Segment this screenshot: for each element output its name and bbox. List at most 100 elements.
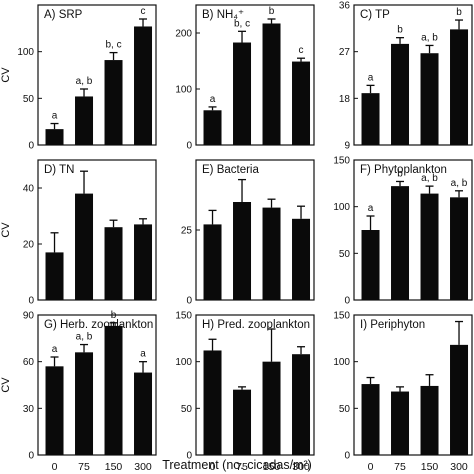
y-tick-label: 50 [23,94,35,105]
panel-frame [195,4,315,146]
bar [262,361,281,455]
panel-frame [37,314,157,456]
bar [104,227,123,300]
bar [134,26,153,145]
significance-label: a [140,349,146,360]
bar [75,96,94,145]
panel-title: G) Herb. zooplankton [44,319,153,331]
significance-label: a, b [421,32,438,43]
significance-label: a [52,111,58,122]
y-tick-label: 150 [175,311,192,322]
panel-title: A) SRP [44,9,83,21]
panel-title: E) Bacteria [202,164,259,176]
y-tick-label: 0 [28,451,34,462]
y-tick-label: 90 [23,311,35,322]
y-tick-label: 30 [23,404,35,415]
panel-title: D) TN [44,164,74,176]
panel-frame [37,4,157,146]
y-tick-label: 100 [333,357,350,368]
bar [233,389,252,455]
y-tick-label: 100 [17,47,34,58]
significance-label: a [368,203,374,214]
panel-9: I) Periphyton 0 50 100 150 0 75 150 300 [333,311,473,473]
bar [450,344,469,455]
y-tick-label: 100 [175,357,192,368]
panel-2: B) NH₄⁺ 0 100 200 a b, c b c [175,4,315,152]
panel-4: D) TN 0 20 40 CV [0,159,157,307]
panel-5: E) Bacteria 0 25 [181,159,315,307]
y-tick-label: 150 [333,156,350,167]
significance-label: b, c [105,40,121,51]
bar [75,352,94,455]
bar [391,186,410,300]
significance-label: b [397,168,403,179]
y-tick-label: 100 [333,202,350,213]
y-tick-label: 9 [344,141,350,152]
bar [233,202,252,300]
y-tick-label: 27 [339,47,351,58]
panel-frame [353,314,473,456]
bar [104,325,123,455]
y-tick-label: 150 [333,311,350,322]
x-tick-label: 300 [450,461,468,473]
y-tick-label: 0 [28,296,34,307]
x-tick-label: 75 [236,461,248,473]
y-axis-label: CV [0,67,12,83]
y-tick-label: 60 [23,357,35,368]
bar [420,385,439,455]
y-tick-label: 36 [339,1,351,12]
y-tick-label: 0 [28,141,34,152]
significance-label: b [456,7,462,18]
bar [262,23,281,146]
panel-frame [195,314,315,456]
x-tick-label: 0 [52,461,58,473]
bar [361,93,380,145]
y-tick-label: 0 [186,296,192,307]
bar [45,252,64,300]
x-tick-label: 0 [368,461,374,473]
y-tick-label: 200 [175,29,192,40]
x-axis-title: Treatment (no. cicadas/m²) [162,458,312,472]
bar [361,230,380,300]
y-tick-label: 0 [186,451,192,462]
x-tick-label: 150 [421,461,439,473]
bar [292,61,311,146]
significance-label: a, b [421,173,438,184]
significance-label: c [299,45,304,56]
panel-title: I) Periphyton [360,319,425,331]
bar [134,372,153,455]
bar [203,350,222,455]
x-tick-label: 75 [394,461,406,473]
bar [391,391,410,455]
x-tick-label: 150 [263,461,281,473]
y-tick-label: 0 [344,451,350,462]
bar [450,29,469,146]
significance-label: b [397,25,403,36]
y-tick-label: 20 [23,240,35,251]
y-tick-label: 100 [175,85,192,96]
x-tick-label: 150 [105,461,123,473]
bar [104,60,123,145]
panel-frame [37,159,157,301]
bar [203,110,222,145]
x-tick-label: 0 [210,461,216,473]
bar [45,129,64,145]
bar [361,384,380,455]
panel-1: A) SRP 0 50 100 a a, b b, c c CV [0,4,157,152]
significance-label: a, b [76,332,93,343]
bar [420,193,439,300]
panel-8: H) Pred. zooplankton 0 50 100 150 0 75 150 300 [175,311,315,473]
bar [292,218,311,300]
bar [233,42,252,145]
bar [420,53,439,145]
bar [391,43,410,146]
bar [450,197,469,300]
y-tick-label: 18 [339,94,351,105]
panel-title: F) Phytoplankton [360,164,447,176]
bar [292,354,311,455]
significance-label: a, b [76,76,93,87]
y-tick-label: 40 [23,184,35,195]
y-tick-label: 50 [339,404,351,415]
panel-title: H) Pred. zooplankton [202,319,310,331]
